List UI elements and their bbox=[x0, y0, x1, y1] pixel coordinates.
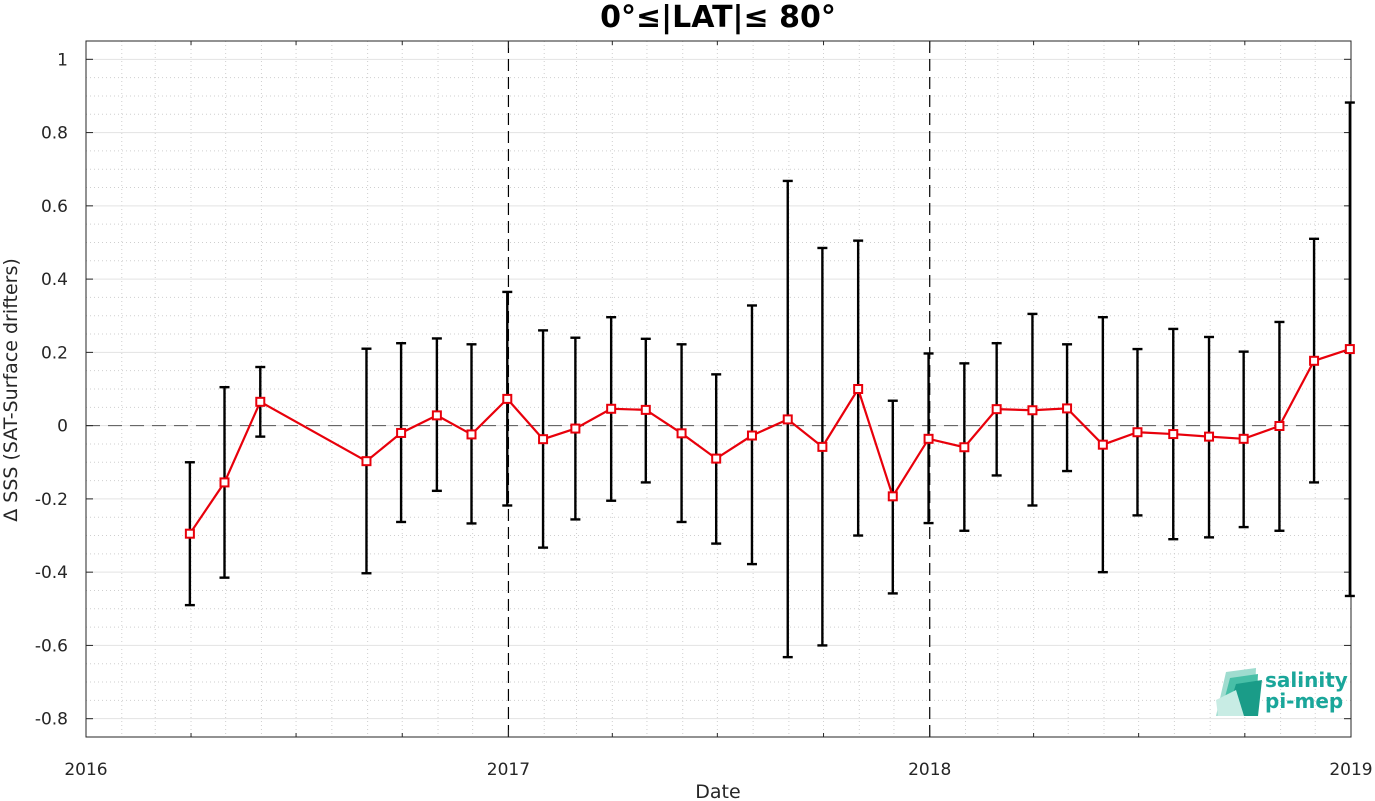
data-point-marker bbox=[255, 396, 266, 407]
y-tick-label: 0.6 bbox=[41, 197, 68, 217]
salinity-pimep-logo: salinity pi-mep bbox=[1216, 668, 1348, 716]
x-tick-labels: 2016 2017 2018 2019 bbox=[64, 760, 1372, 780]
data-point-marker bbox=[1062, 403, 1073, 414]
minor-grid bbox=[86, 40, 1351, 738]
error-bars bbox=[184, 101, 1355, 659]
data-point-marker bbox=[1344, 344, 1355, 355]
x-tick-label: 2018 bbox=[908, 760, 951, 780]
data-point-marker bbox=[1238, 433, 1249, 444]
data-point-marker bbox=[1204, 431, 1215, 442]
y-tick-label: 0.8 bbox=[41, 124, 68, 144]
y-axis-label: Δ SSS (SAT-Surface drifters) bbox=[0, 258, 22, 522]
data-point-marker bbox=[991, 404, 1002, 415]
y-tick-label: 0.4 bbox=[41, 270, 68, 290]
data-point-marker bbox=[1168, 429, 1179, 440]
logo-mark-icon bbox=[1216, 668, 1262, 716]
data-point-marker bbox=[1097, 439, 1108, 450]
data-point-marker bbox=[184, 528, 195, 539]
data-point-marker bbox=[782, 414, 793, 425]
data-point-marker bbox=[640, 404, 651, 415]
x-tick-label: 2016 bbox=[64, 760, 107, 780]
y-tick-label: -0.8 bbox=[35, 710, 68, 730]
data-point-marker bbox=[887, 491, 898, 502]
x-tick-label: 2017 bbox=[487, 760, 530, 780]
logo-text-line2: pi-mep bbox=[1265, 689, 1343, 713]
x-axis-label: Date bbox=[695, 781, 740, 801]
y-tick-label: -0.4 bbox=[35, 563, 68, 583]
data-point-marker bbox=[711, 453, 722, 464]
data-point-marker bbox=[1132, 427, 1143, 438]
data-point-marker bbox=[466, 429, 477, 440]
series-markers bbox=[184, 344, 1355, 539]
y-tick-labels: 1 0.8 0.6 0.4 0.2 0 -0.2 -0.4 -0.6 -0.8 bbox=[35, 50, 68, 729]
y-tick-label: -0.6 bbox=[35, 636, 68, 656]
data-point-marker bbox=[606, 403, 617, 414]
logo-text-line1: salinity bbox=[1265, 668, 1348, 692]
chart-title: 0°≤|LAT|≤ 80° bbox=[600, 0, 836, 35]
data-point-marker bbox=[1309, 355, 1320, 366]
data-point-marker bbox=[853, 384, 864, 394]
data-point-marker bbox=[502, 393, 513, 404]
data-point-marker bbox=[746, 430, 757, 441]
data-point-marker bbox=[959, 442, 970, 453]
y-tick-label: 0 bbox=[57, 417, 68, 437]
y-tick-label: -0.2 bbox=[35, 490, 68, 510]
data-point-marker bbox=[1027, 405, 1038, 416]
data-point-marker bbox=[1274, 420, 1285, 431]
data-point-marker bbox=[676, 428, 687, 439]
data-point-marker bbox=[817, 441, 828, 452]
data-point-marker bbox=[396, 427, 407, 438]
major-grid bbox=[86, 58, 1351, 720]
data-point-marker bbox=[570, 423, 581, 434]
x-tick-label: 2019 bbox=[1329, 760, 1372, 780]
data-point-marker bbox=[361, 456, 372, 467]
y-tick-label: 0.2 bbox=[41, 343, 68, 363]
data-point-marker bbox=[538, 434, 549, 445]
data-point-marker bbox=[431, 410, 442, 421]
data-point-marker bbox=[923, 433, 934, 444]
y-tick-label: 1 bbox=[57, 50, 68, 70]
data-point-marker bbox=[219, 477, 230, 488]
series-line bbox=[188, 348, 1351, 535]
